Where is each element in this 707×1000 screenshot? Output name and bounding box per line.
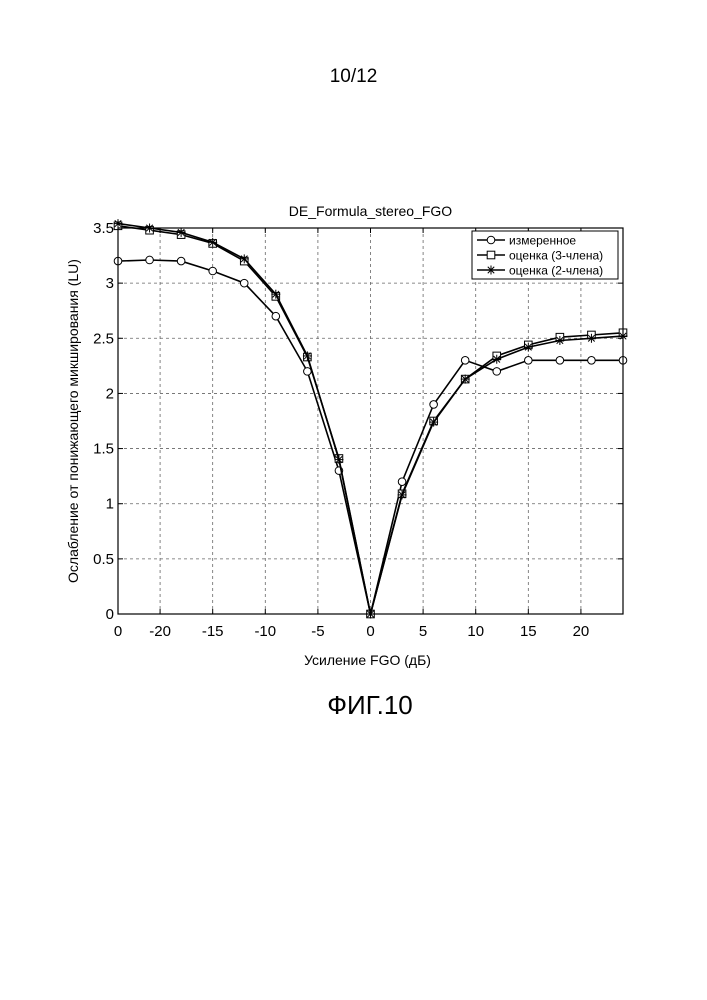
legend-label: оценка (3-члена) xyxy=(509,249,603,263)
x-tick-label: 15 xyxy=(520,623,537,640)
legend-marker-square xyxy=(487,251,495,259)
data-point-circle xyxy=(398,478,406,486)
legend-label: оценка (2-члена) xyxy=(509,264,603,278)
y-tick-label: 3 xyxy=(106,275,114,292)
data-point-star xyxy=(334,455,343,464)
data-point-star xyxy=(429,418,438,427)
data-point-star xyxy=(240,254,249,263)
data-point-circle xyxy=(209,267,217,275)
y-tick-label: 3.5 xyxy=(93,220,114,237)
data-point-star xyxy=(492,355,501,364)
data-point-circle xyxy=(177,257,185,265)
data-point-circle xyxy=(240,279,248,287)
data-point-circle xyxy=(430,401,438,409)
data-point-star xyxy=(177,228,186,237)
y-tick-label: 1.5 xyxy=(93,441,114,458)
legend-marker-star xyxy=(487,266,496,275)
data-point-star xyxy=(524,343,533,352)
chart-title: DE_Formula_stereo_FGO xyxy=(289,203,453,219)
legend-marker-circle xyxy=(487,236,495,244)
data-point-star xyxy=(114,219,123,228)
data-point-star xyxy=(587,334,596,343)
x-tick-label: 0 xyxy=(114,623,122,640)
data-point-star xyxy=(555,336,564,345)
legend: измеренноеоценка (3-члена)оценка (2-член… xyxy=(472,231,618,279)
data-point-star xyxy=(398,490,407,499)
y-tick-label: 0.5 xyxy=(93,551,114,568)
data-point-circle xyxy=(556,357,564,365)
x-tick-label: 0 xyxy=(366,623,374,640)
data-point-star xyxy=(208,238,217,247)
data-point-circle xyxy=(493,368,501,376)
data-point-circle xyxy=(525,357,533,365)
data-point-circle xyxy=(461,357,469,365)
data-point-circle xyxy=(588,357,596,365)
x-axis-label: Усиление FGO (дБ) xyxy=(304,652,431,668)
data-point-circle xyxy=(146,256,154,264)
y-axis-label: Ослабление от понижающего микширования (… xyxy=(65,259,81,583)
figure-caption: ФИГ.10 xyxy=(0,690,707,721)
x-tick-label: -15 xyxy=(202,623,224,640)
x-tick-label: 5 xyxy=(419,623,427,640)
y-tick-label: 2 xyxy=(106,385,114,402)
x-tick-label: -20 xyxy=(149,623,171,640)
legend-label: измеренное xyxy=(509,234,576,248)
data-point-star xyxy=(461,375,470,384)
grid xyxy=(118,228,623,614)
data-point-circle xyxy=(304,368,312,376)
x-tick-label: -10 xyxy=(254,623,276,640)
y-tick-label: 2.5 xyxy=(93,330,114,347)
data-point-star xyxy=(271,290,280,299)
data-point-star xyxy=(303,351,312,360)
data-point-circle xyxy=(272,312,280,320)
y-tick-label: 1 xyxy=(106,496,114,513)
x-tick-label: 10 xyxy=(467,623,484,640)
x-tick-label: 20 xyxy=(573,623,590,640)
y-tick-label: 0 xyxy=(106,606,114,623)
x-tick-label: -5 xyxy=(311,623,324,640)
